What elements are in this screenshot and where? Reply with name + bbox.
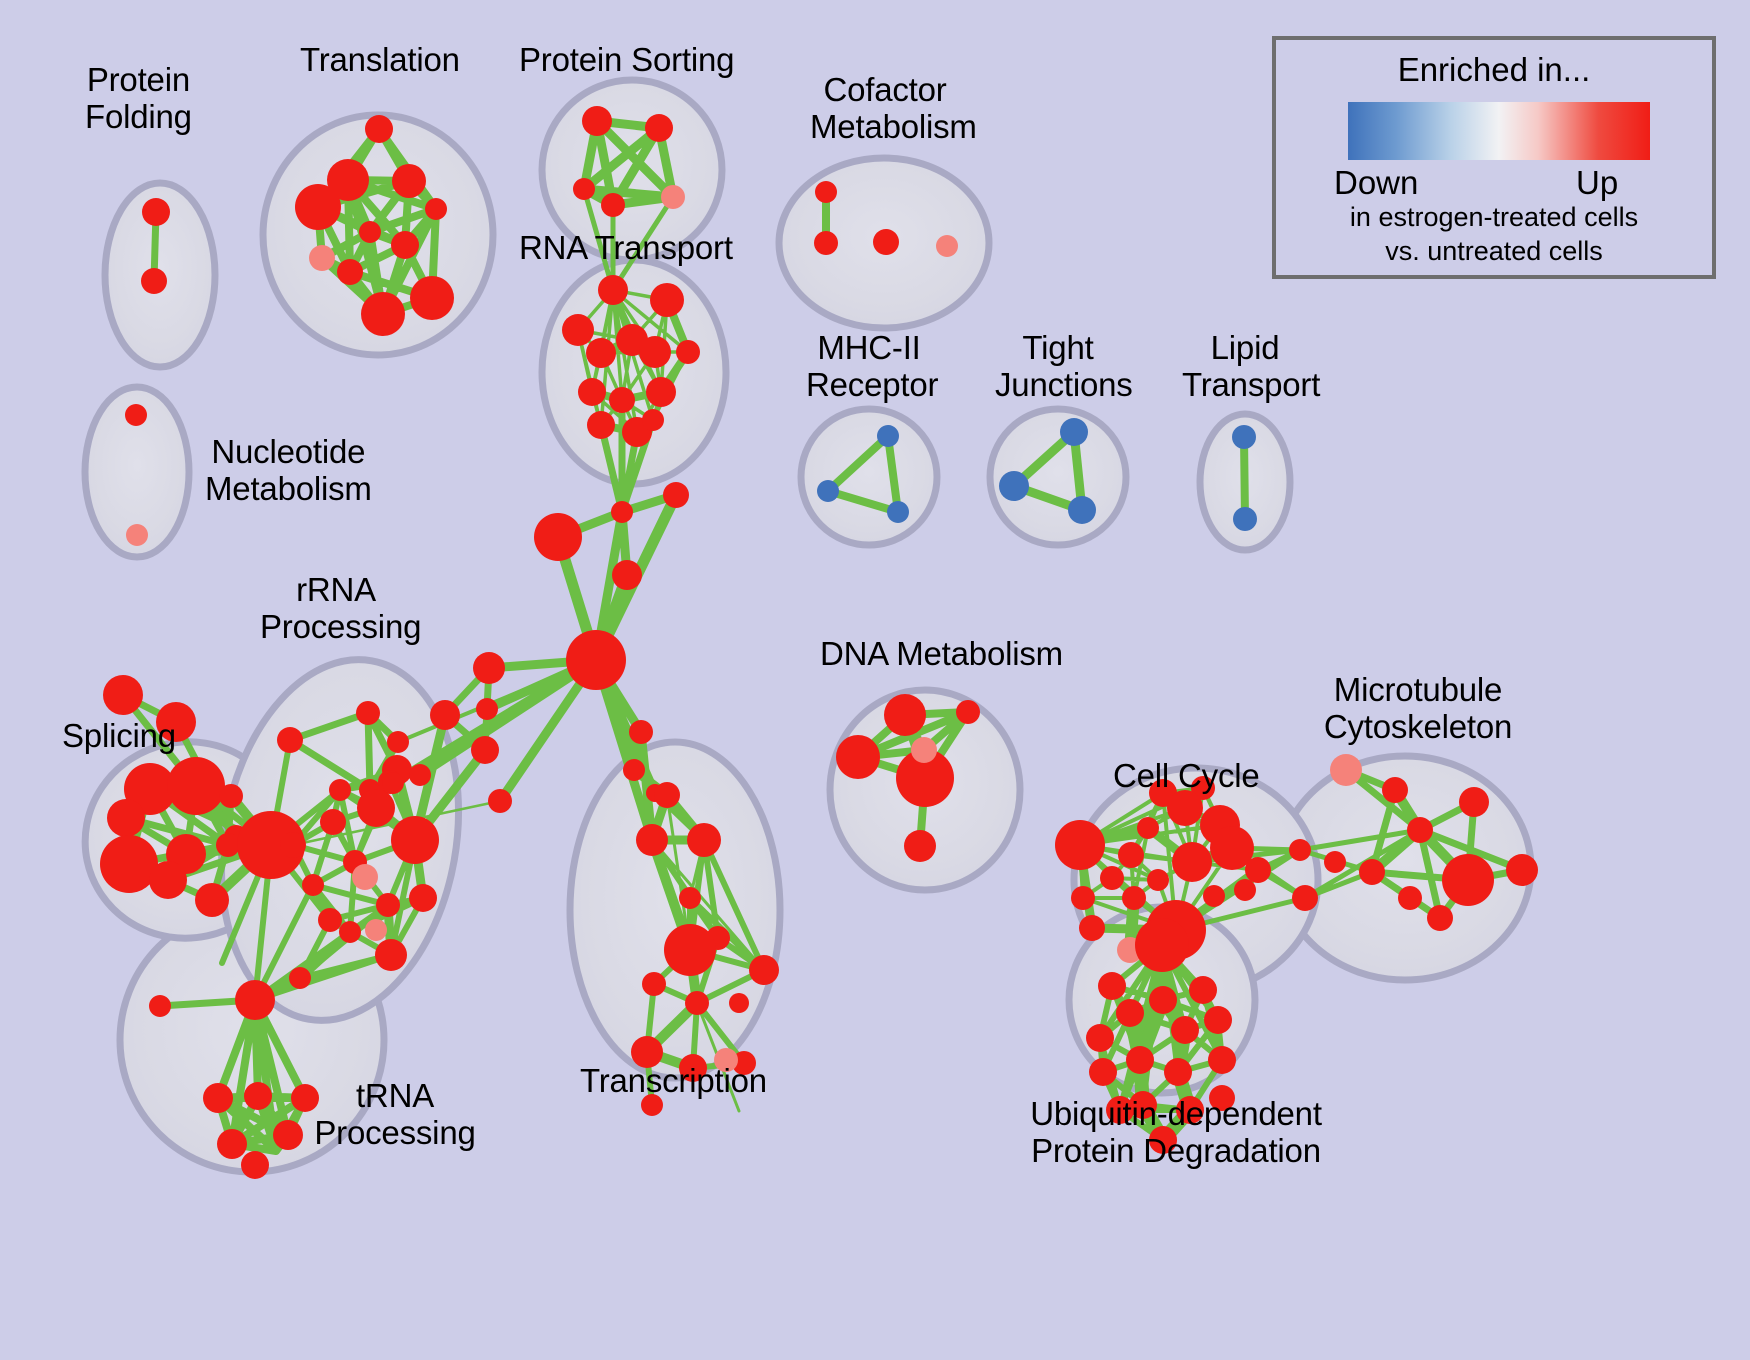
legend-high-label: Up xyxy=(1576,164,1619,201)
legend-color-gradient xyxy=(1348,102,1650,160)
cluster-label-trna-processing: tRNA Processing xyxy=(314,1077,476,1151)
cluster-label-nucleotide-metabolism: Nucleotide Metabolism xyxy=(205,433,372,507)
hull-nucleotide-metabolism xyxy=(81,383,193,561)
cluster-label-rna-transport: RNA Transport xyxy=(519,229,733,266)
legend-caption-line-1: in estrogen-treated cells xyxy=(1349,202,1639,232)
cluster-label-cell-cycle: Cell Cycle xyxy=(1113,757,1260,794)
legend-caption-line-2: vs. untreated cells xyxy=(1385,236,1603,266)
cluster-label-rrna-processing: rRNA Processing xyxy=(260,571,422,645)
legend-low-label: Down xyxy=(1334,164,1419,201)
cluster-label-protein-folding: Protein Folding xyxy=(85,61,192,135)
cluster-label-cofactor-metabolism: Cofactor Metabolism xyxy=(810,71,977,145)
cluster-label-dna-metabolism: DNA Metabolism xyxy=(820,635,1063,672)
cluster-label-transcription: Transcription xyxy=(580,1062,767,1099)
cluster-label-tight-junctions: Tight Junctions xyxy=(995,329,1133,403)
legend-panel: Enriched in... Down Up in estrogen-treat… xyxy=(1272,36,1716,279)
cluster-label-translation: Translation xyxy=(300,41,460,78)
network-nodes xyxy=(100,106,1538,1179)
cluster-label-microtubule-cytoskeleton: Microtubule Cytoskeleton xyxy=(1323,671,1513,745)
cluster-label-ubiquitin-protein-degradation: Ubiquitin-dependent Protein Degradation xyxy=(1030,1095,1322,1169)
cluster-label-mhc-ii-receptor: MHC-II Receptor xyxy=(806,329,939,403)
hull-mhc-ii-receptor xyxy=(797,405,941,549)
cluster-label-protein-sorting: Protein Sorting xyxy=(519,41,735,78)
legend-title: Enriched in... xyxy=(1397,51,1591,88)
cluster-label-lipid-transport: Lipid Transport xyxy=(1182,329,1321,403)
cluster-label-splicing: Splicing xyxy=(62,717,176,754)
